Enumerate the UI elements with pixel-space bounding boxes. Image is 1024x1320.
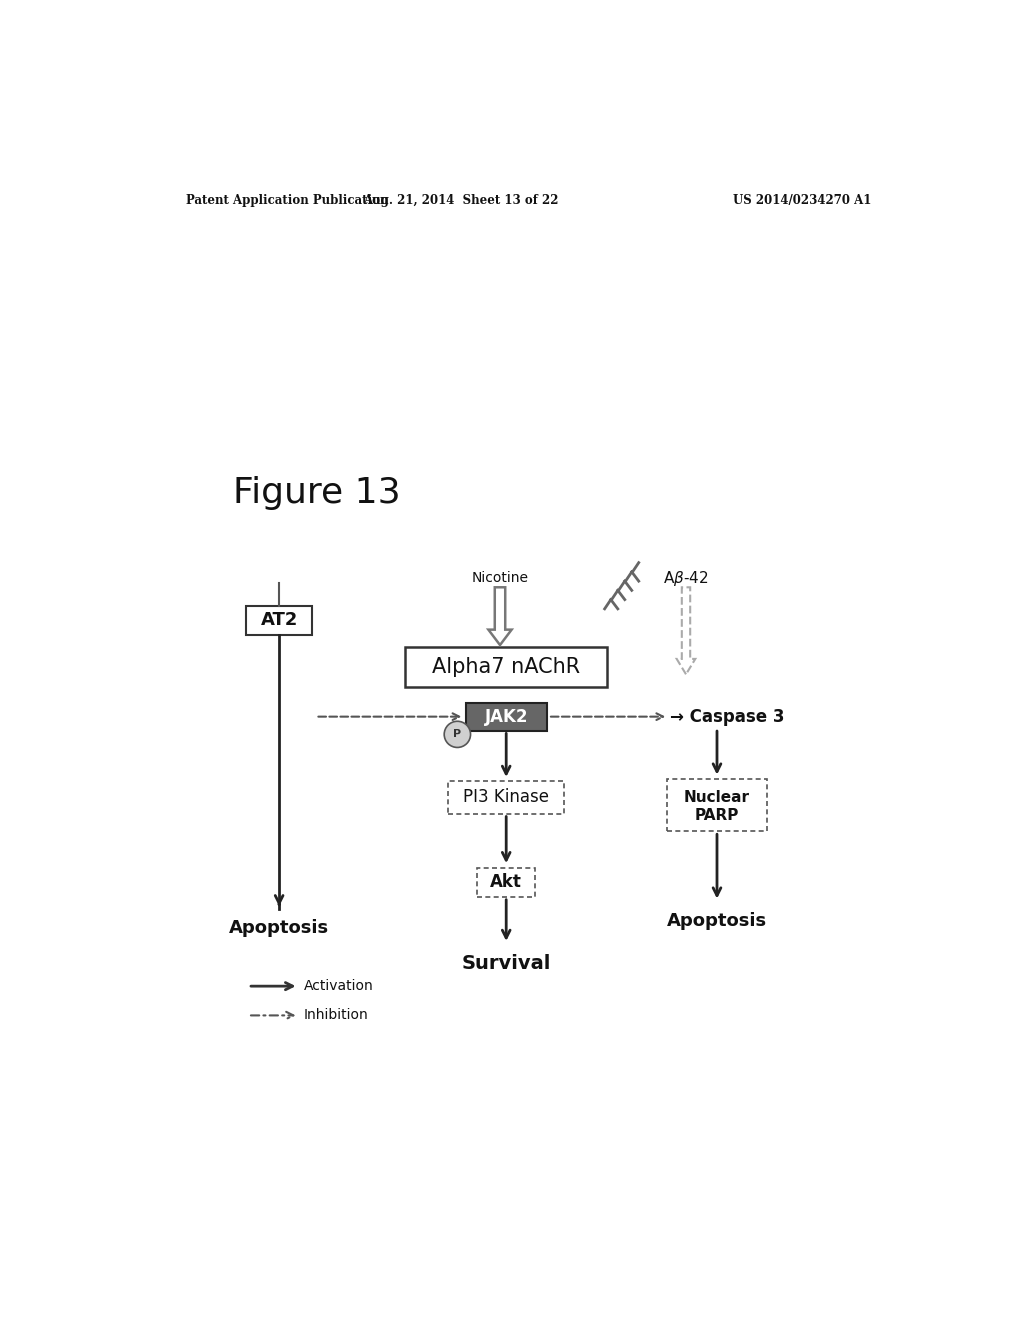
Text: P: P bbox=[454, 730, 462, 739]
Text: Nicotine: Nicotine bbox=[471, 572, 528, 585]
Bar bbox=[406, 647, 607, 686]
Bar bbox=[466, 702, 547, 730]
Text: JAK2: JAK2 bbox=[484, 708, 528, 726]
Bar bbox=[667, 779, 767, 832]
Circle shape bbox=[444, 721, 471, 747]
Text: Activation: Activation bbox=[304, 979, 374, 993]
FancyArrow shape bbox=[488, 587, 512, 645]
Bar bbox=[246, 606, 312, 635]
Text: Alpha7 nAChR: Alpha7 nAChR bbox=[432, 656, 581, 677]
Text: Akt: Akt bbox=[490, 874, 522, 891]
Text: Apoptosis: Apoptosis bbox=[229, 920, 329, 937]
Text: PARP: PARP bbox=[695, 808, 739, 824]
Text: AT2: AT2 bbox=[260, 611, 298, 630]
Bar bbox=[477, 867, 536, 896]
Text: Survival: Survival bbox=[462, 953, 551, 973]
Bar bbox=[449, 781, 564, 813]
Text: Patent Application Publication: Patent Application Publication bbox=[186, 194, 389, 207]
Text: A$\beta$-42: A$\beta$-42 bbox=[664, 569, 709, 587]
Text: Nuclear: Nuclear bbox=[684, 789, 750, 805]
Text: Inhibition: Inhibition bbox=[304, 1008, 369, 1023]
Text: Apoptosis: Apoptosis bbox=[667, 912, 767, 929]
Text: → Caspase 3: → Caspase 3 bbox=[671, 708, 785, 726]
Text: PI3 Kinase: PI3 Kinase bbox=[463, 788, 549, 807]
Text: Figure 13: Figure 13 bbox=[232, 477, 400, 511]
Text: Aug. 21, 2014  Sheet 13 of 22: Aug. 21, 2014 Sheet 13 of 22 bbox=[364, 194, 559, 207]
FancyArrow shape bbox=[677, 587, 695, 675]
Text: US 2014/0234270 A1: US 2014/0234270 A1 bbox=[733, 194, 871, 207]
